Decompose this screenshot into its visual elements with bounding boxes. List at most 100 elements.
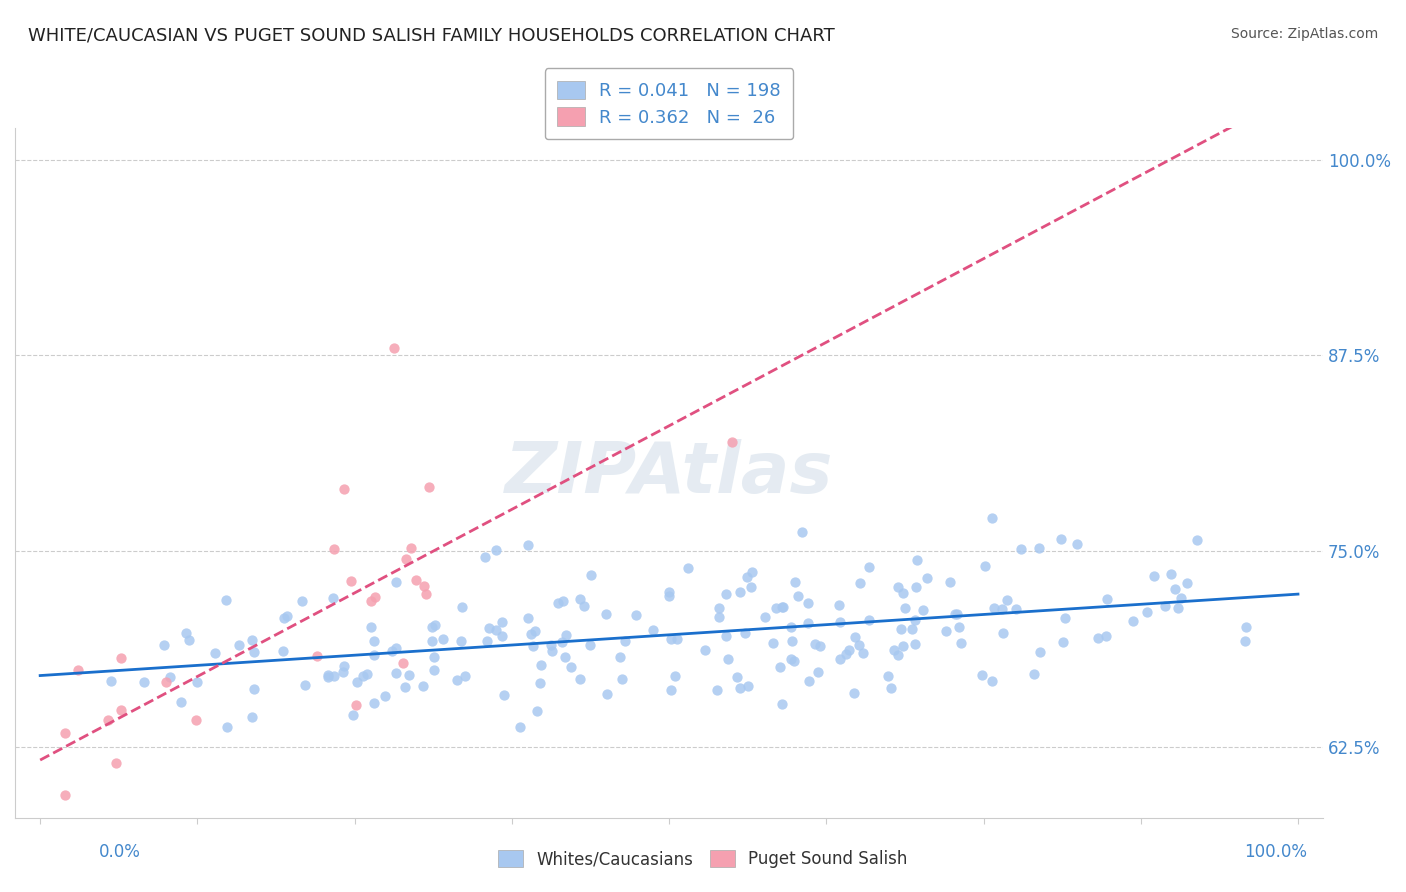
Point: [787, 589, 810, 603]
Text: 100.0%: 100.0%: [1244, 843, 1308, 861]
Point: [858, 559, 880, 574]
Point: [97, 713, 120, 727]
Point: [344, 698, 367, 712]
Point: [643, 624, 665, 638]
Point: [725, 669, 748, 683]
Point: [53, 788, 76, 802]
Point: [395, 551, 418, 566]
Point: [385, 666, 408, 681]
Point: [828, 615, 851, 629]
Point: [363, 696, 385, 710]
Point: [110, 703, 132, 717]
Point: [849, 575, 872, 590]
Point: [540, 644, 562, 658]
Point: [110, 651, 132, 665]
Point: [858, 613, 880, 627]
Point: [1049, 532, 1071, 546]
Point: [740, 580, 762, 594]
Point: [901, 622, 924, 636]
Point: [242, 682, 264, 697]
Point: [579, 568, 602, 582]
Point: [352, 668, 374, 682]
Point: [904, 637, 927, 651]
Point: [1066, 537, 1088, 551]
Point: [578, 638, 600, 652]
Point: [666, 632, 689, 647]
Point: [995, 593, 1018, 607]
Point: [1028, 541, 1050, 556]
Point: [423, 663, 446, 677]
Point: [524, 624, 547, 639]
Point: [782, 634, 804, 648]
Point: [276, 609, 298, 624]
Point: [155, 674, 177, 689]
Point: [522, 639, 544, 653]
Point: [418, 480, 440, 494]
Point: [905, 552, 928, 566]
Point: [807, 665, 830, 680]
Point: [596, 686, 619, 700]
Point: [322, 668, 344, 682]
Point: [415, 587, 437, 601]
Point: [844, 630, 866, 644]
Point: [385, 575, 408, 590]
Point: [322, 591, 344, 606]
Point: [735, 570, 758, 584]
Point: [1175, 576, 1198, 591]
Point: [737, 680, 759, 694]
Point: [770, 600, 793, 615]
Point: [1164, 582, 1187, 596]
Point: [664, 668, 686, 682]
Point: [420, 620, 443, 634]
Point: [980, 511, 1002, 525]
Point: [780, 652, 803, 666]
Point: [993, 625, 1015, 640]
Point: [398, 668, 420, 682]
Point: [307, 649, 329, 664]
Point: [1087, 632, 1109, 646]
Point: [53, 726, 76, 740]
Point: [1143, 569, 1166, 583]
Point: [1234, 620, 1257, 634]
Point: [186, 675, 208, 690]
Point: [803, 637, 825, 651]
Point: [1095, 629, 1118, 643]
Point: [943, 607, 966, 622]
Point: [477, 634, 499, 648]
Point: [382, 341, 405, 355]
Point: [291, 593, 314, 607]
Point: [333, 659, 356, 673]
Point: [678, 561, 700, 575]
Point: [66, 663, 89, 677]
Point: [716, 587, 738, 601]
Point: [614, 634, 637, 648]
Point: [877, 669, 900, 683]
Point: [100, 674, 122, 689]
Point: [485, 543, 508, 558]
Point: [420, 633, 443, 648]
Point: [808, 640, 831, 654]
Point: [240, 632, 263, 647]
Point: [294, 678, 316, 692]
Point: [734, 626, 756, 640]
Point: [658, 590, 681, 604]
Point: [491, 629, 513, 643]
Point: [1052, 635, 1074, 649]
Point: [491, 615, 513, 629]
Point: [485, 623, 508, 637]
Point: [574, 599, 596, 613]
Point: [659, 632, 682, 646]
Point: [935, 624, 957, 638]
Point: [374, 689, 396, 703]
Point: [915, 571, 938, 585]
Point: [939, 574, 962, 589]
Point: [170, 695, 193, 709]
Point: [879, 681, 901, 695]
Point: [890, 622, 912, 636]
Point: [973, 559, 995, 574]
Point: [707, 609, 730, 624]
Point: [215, 592, 238, 607]
Point: [838, 643, 860, 657]
Point: [765, 601, 787, 615]
Point: [754, 610, 776, 624]
